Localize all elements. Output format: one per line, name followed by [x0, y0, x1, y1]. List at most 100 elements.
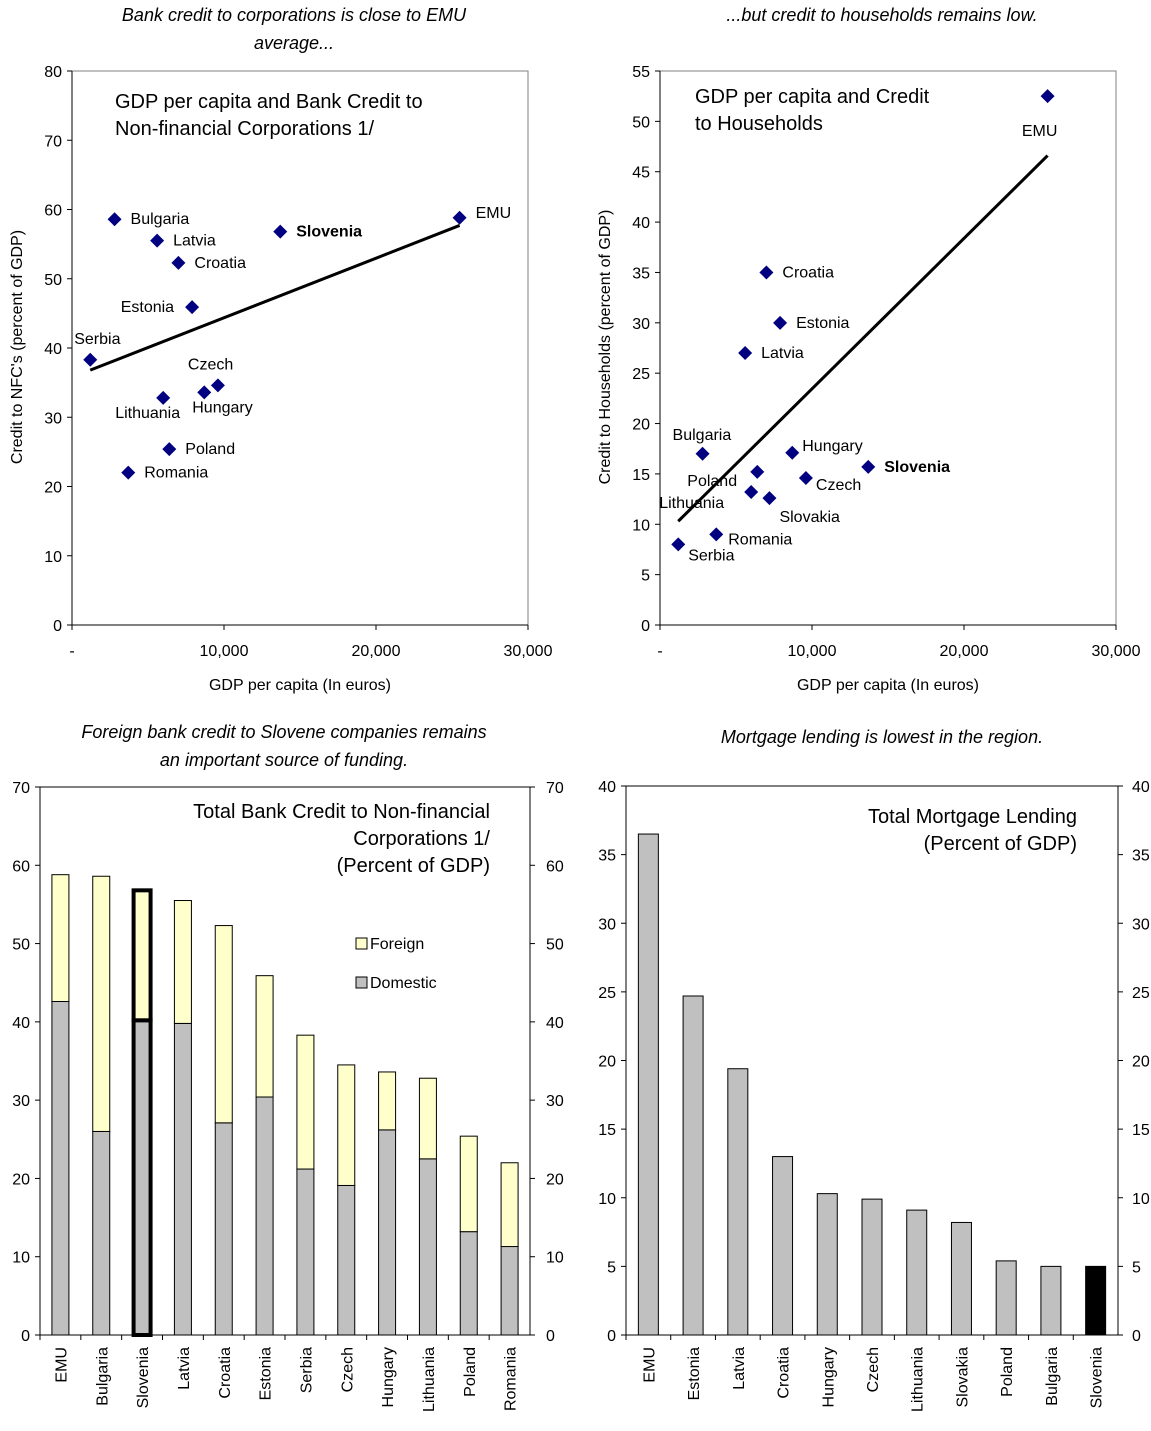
- data-point-lithuania: [744, 485, 759, 500]
- trend-line: [677, 154, 1049, 523]
- chart-caption: an important source of funding.: [160, 750, 408, 770]
- y-tick-label: 20: [44, 480, 62, 497]
- point-label: Hungary: [192, 399, 252, 416]
- point-label: Croatia: [782, 264, 834, 281]
- bar-croatia: [772, 1156, 794, 1336]
- data-point-romania: [709, 527, 724, 542]
- y-tick-label: 10: [598, 1191, 616, 1208]
- point-label: Poland: [185, 441, 235, 458]
- y-tick-label: 35: [632, 265, 650, 282]
- y-tick-label: 80: [44, 64, 62, 81]
- data-point-bulgaria: [695, 446, 710, 461]
- y-tick-label: 5: [607, 1259, 616, 1276]
- point-label: Czech: [816, 477, 861, 494]
- y-tick-label: 20: [632, 417, 650, 434]
- y-tick-label: 40: [598, 779, 616, 796]
- bar-foreign-croatia: [214, 925, 233, 1124]
- y-tick-label: 0: [607, 1328, 616, 1345]
- y-axis-label: Credit to NFC's (percent of GDP): [9, 230, 26, 464]
- y-tick-label: 70: [12, 780, 30, 797]
- bar-lithuania: [906, 1209, 928, 1336]
- y-tick-label: 45: [632, 165, 650, 182]
- bar-foreign-hungary: [378, 1071, 397, 1131]
- x-tick-label: Estonia: [258, 1347, 275, 1400]
- y-tick-label: 30: [632, 316, 650, 333]
- y-tick-label: 20: [12, 1171, 30, 1188]
- data-point-slovenia: [861, 459, 876, 474]
- bar-domestic-poland: [459, 1231, 478, 1336]
- data-point-serbia: [671, 537, 686, 552]
- bar-foreign-latvia: [173, 900, 192, 1024]
- x-tick-label: Czech: [865, 1347, 882, 1392]
- x-tick-label: EMU: [641, 1347, 658, 1383]
- x-tick-label: 20,000: [352, 643, 401, 660]
- bar-domestic-romania: [500, 1246, 519, 1336]
- bar-foreign-emu: [51, 874, 70, 1003]
- y2-tick-label: 50: [546, 937, 564, 954]
- data-point-serbia: [83, 352, 98, 367]
- x-tick-label: Slovenia: [135, 1347, 152, 1408]
- bar-foreign-bulgaria: [92, 875, 111, 1132]
- chart-caption: Foreign bank credit to Slovene companies…: [81, 722, 486, 742]
- x-tick-label: -: [69, 643, 74, 660]
- y-tick-label: 60: [44, 203, 62, 220]
- point-label: Romania: [144, 465, 208, 482]
- bar-foreign-slovenia: [131, 888, 153, 1023]
- data-point-estonia: [185, 300, 200, 315]
- y2-tick-label: 60: [546, 858, 564, 875]
- point-label: Bulgaria: [131, 211, 190, 228]
- x-axis-label: GDP per capita (In euros): [209, 677, 391, 694]
- bar-latvia: [727, 1068, 749, 1336]
- y2-tick-label: 0: [546, 1328, 555, 1345]
- x-tick-label: Lithuania: [421, 1347, 438, 1412]
- chart-caption: average...: [254, 33, 334, 53]
- chart-title: (Percent of GDP): [924, 833, 1077, 855]
- point-label: Serbia: [688, 547, 734, 564]
- x-tick-label: Lithuania: [910, 1347, 927, 1412]
- y-tick-label: 70: [44, 133, 62, 150]
- x-tick-label: EMU: [53, 1347, 70, 1383]
- chart-title: GDP per capita and Credit: [695, 86, 930, 108]
- legend-swatch-foreign: [355, 937, 368, 950]
- bar-foreign-lithuania: [418, 1077, 437, 1160]
- point-label: Estonia: [121, 299, 174, 316]
- x-tick-label: Hungary: [820, 1347, 837, 1407]
- y-tick-label: 35: [598, 848, 616, 865]
- y2-tick-label: 20: [1132, 1054, 1150, 1071]
- x-tick-label: Poland: [462, 1347, 479, 1397]
- point-label: EMU: [476, 205, 512, 222]
- bar-domestic-czech: [337, 1184, 356, 1336]
- bar-foreign-poland: [459, 1135, 478, 1233]
- data-point-emu: [1040, 89, 1055, 104]
- y2-tick-label: 0: [1132, 1328, 1141, 1345]
- y-tick-label: 15: [598, 1122, 616, 1139]
- x-tick-label: Latvia: [176, 1347, 193, 1390]
- chart-title: (Percent of GDP): [337, 855, 490, 877]
- y-tick-label: 0: [21, 1328, 30, 1345]
- y2-tick-label: 10: [1132, 1191, 1150, 1208]
- x-tick-label: 10,000: [200, 643, 249, 660]
- point-label: Romania: [728, 531, 792, 548]
- chart-title: to Households: [695, 113, 823, 135]
- x-tick-label: Czech: [339, 1347, 356, 1392]
- data-point-bulgaria: [107, 212, 122, 227]
- bar-foreign-czech: [337, 1064, 356, 1186]
- bar-domestic-croatia: [214, 1122, 233, 1336]
- y-tick-label: 10: [44, 549, 62, 566]
- y-tick-label: 5: [641, 568, 650, 585]
- x-tick-label: 20,000: [940, 643, 989, 660]
- point-label: Lithuania: [659, 495, 724, 512]
- data-point-poland: [750, 464, 765, 479]
- data-point-lithuania: [156, 390, 171, 405]
- bar-foreign-romania: [500, 1162, 519, 1248]
- y-tick-label: 40: [12, 1015, 30, 1032]
- point-label: EMU: [1022, 123, 1058, 140]
- y-tick-label: 55: [632, 64, 650, 81]
- data-point-poland: [162, 442, 177, 457]
- y-tick-label: 10: [12, 1250, 30, 1267]
- legend-label-domestic: Domestic: [370, 975, 437, 992]
- y2-tick-label: 15: [1132, 1122, 1150, 1139]
- y-tick-label: 30: [12, 1093, 30, 1110]
- chart-title: Total Mortgage Lending: [868, 806, 1077, 828]
- chart-caption: Mortgage lending is lowest in the region…: [721, 727, 1043, 747]
